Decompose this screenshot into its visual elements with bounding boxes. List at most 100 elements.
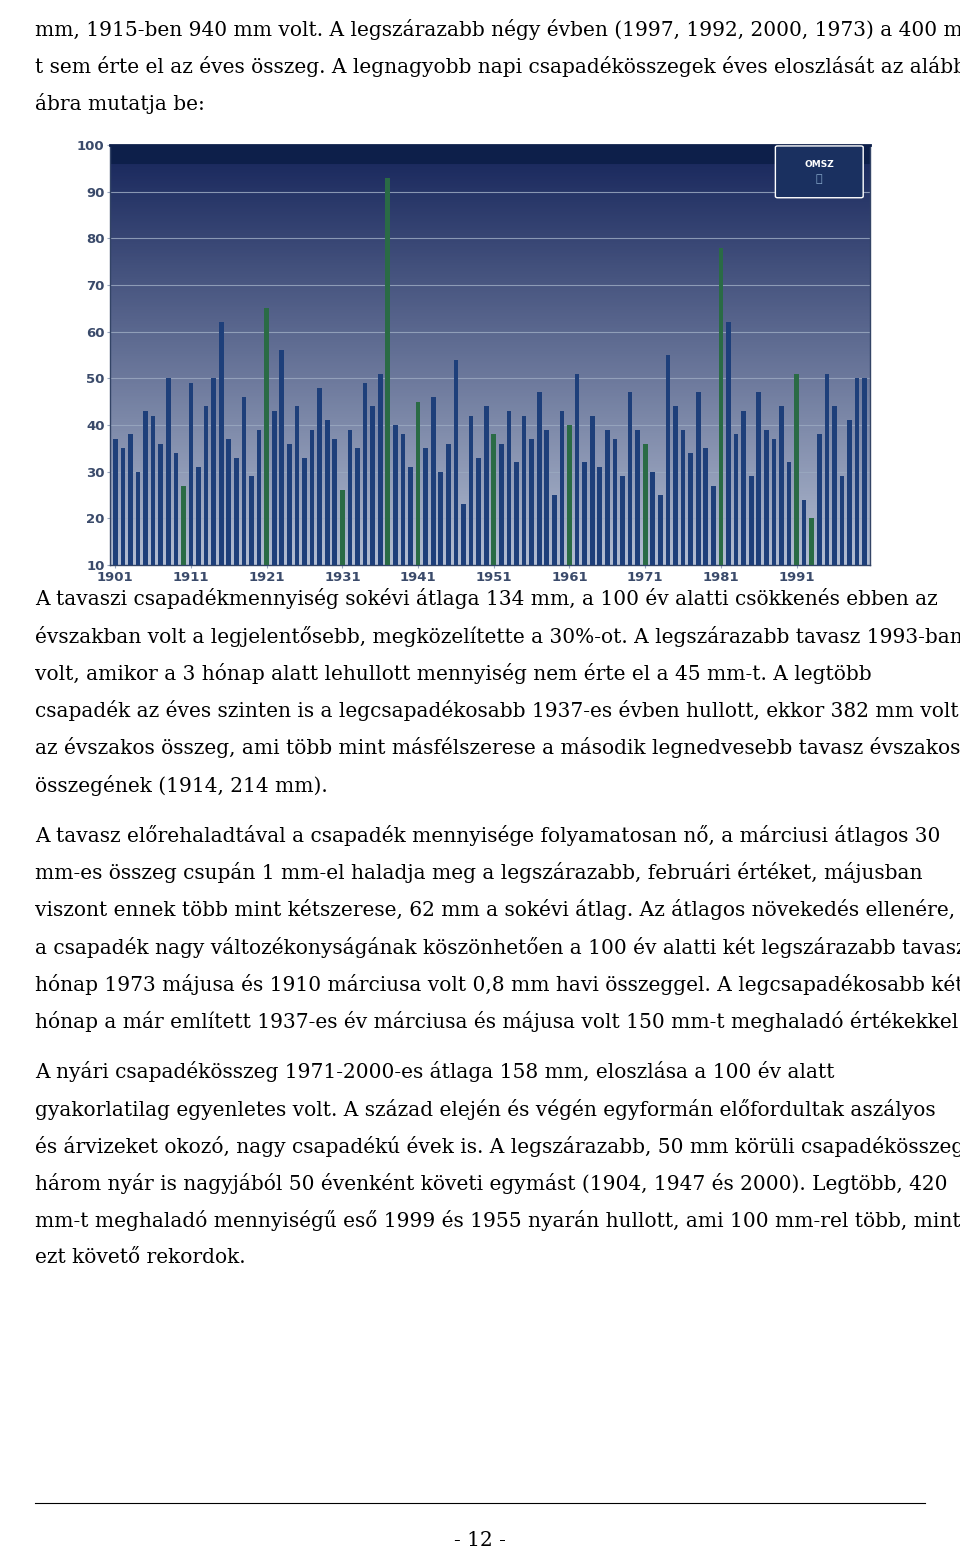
Bar [219, 323, 224, 565]
Text: viszont ennek több mint kétszerese, 62 mm a sokévi átlag. Az átlagos növekedés e: viszont ennek több mint kétszerese, 62 m… [35, 899, 955, 921]
Bar [733, 435, 738, 565]
Text: évszakban volt a legjelentősebb, megközelítette a 30%-ot. A legszárazabb tavasz : évszakban volt a legjelentősebb, megköze… [35, 626, 960, 646]
Bar [840, 477, 845, 565]
Bar [310, 430, 315, 565]
Bar [521, 416, 526, 565]
Bar [189, 384, 193, 565]
Bar [128, 435, 132, 565]
Bar [446, 444, 450, 565]
Bar [825, 374, 829, 565]
Bar [756, 393, 761, 565]
Bar [560, 412, 564, 565]
Text: csapadék az éves szinten is a legcsapadékosabb 1937-es évben hullott, ekkor 382 : csapadék az éves szinten is a legcsapadé… [35, 700, 959, 721]
Bar [453, 360, 458, 565]
Bar [772, 439, 777, 565]
Text: A nyári csapadékösszeg 1971-2000-es átlaga 158 mm, eloszlása a 100 év alatt: A nyári csapadékösszeg 1971-2000-es átla… [35, 1061, 834, 1082]
Text: - 12 -: - 12 - [454, 1531, 506, 1550]
Bar [431, 398, 436, 565]
Bar [242, 398, 247, 565]
Text: ezt követő rekordok.: ezt követő rekordok. [35, 1247, 246, 1267]
Bar [295, 407, 300, 565]
Bar [371, 407, 375, 565]
Bar [234, 458, 239, 565]
Bar [636, 430, 640, 565]
Bar [227, 439, 231, 565]
Bar [151, 416, 156, 565]
Bar [468, 416, 473, 565]
Bar [272, 412, 276, 565]
Bar [658, 495, 662, 565]
Text: a csapadék nagy változékonyságának köszönhetően a 100 év alatti két legszárazabb: a csapadék nagy változékonyságának köszö… [35, 936, 960, 958]
Bar [628, 393, 633, 565]
Bar [287, 444, 292, 565]
Bar [279, 351, 284, 565]
Bar [158, 444, 163, 565]
Bar [583, 463, 587, 565]
Bar [643, 444, 648, 565]
Bar [726, 323, 731, 565]
Bar [854, 379, 859, 565]
Bar [461, 505, 466, 565]
Bar [400, 435, 405, 565]
Bar [711, 486, 715, 565]
Text: OMSZ: OMSZ [804, 160, 834, 169]
Text: t sem érte el az éves összeg. A legnagyobb napi csapadékösszegek éves eloszlását: t sem érte el az éves összeg. A legnagyo… [35, 56, 960, 78]
Text: mm-es összeg csupán 1 mm-el haladja meg a legszárazabb, februári értéket, májusb: mm-es összeg csupán 1 mm-el haladja meg … [35, 862, 923, 884]
Bar [211, 379, 216, 565]
Bar [340, 491, 345, 565]
Bar [348, 430, 352, 565]
Text: hónap a már említett 1937-es év márciusa és májusa volt 150 mm-t meghaladó érték: hónap a már említett 1937-es év márciusa… [35, 1011, 960, 1033]
Bar [324, 421, 329, 565]
Text: három nyár is nagyjából 50 évenként követi egymást (1904, 1947 és 2000). Legtöbb: három nyár is nagyjából 50 évenként köve… [35, 1173, 948, 1194]
Bar [408, 467, 413, 565]
Bar [264, 309, 269, 565]
Bar [749, 477, 754, 565]
Bar [423, 449, 428, 565]
Bar [318, 388, 322, 565]
Bar [393, 426, 397, 565]
Text: A tavasz előrehaladtával a csapadék mennyisége folyamatosan nő, a márciusi átlag: A tavasz előrehaladtával a csapadék menn… [35, 825, 941, 846]
Bar [537, 393, 541, 565]
Text: az évszakos összeg, ami több mint másfélszerese a második legnedvesebb tavasz év: az évszakos összeg, ami több mint másfél… [35, 738, 960, 758]
Bar [256, 430, 261, 565]
Bar [113, 439, 118, 565]
Bar [704, 449, 708, 565]
Bar [802, 500, 806, 565]
Text: és árvizeket okozó, nagy csapadékú évek is. A legszárazabb, 50 mm körüli csapadé: és árvizeket okozó, nagy csapadékú évek … [35, 1135, 960, 1157]
Bar [809, 519, 814, 565]
Bar [250, 477, 253, 565]
Bar [612, 439, 617, 565]
Bar [786, 463, 791, 565]
Bar [439, 472, 444, 565]
Bar [204, 407, 208, 565]
Text: hónap 1973 májusa és 1910 márciusa volt 0,8 mm havi összeggel. A legcsapadékosab: hónap 1973 májusa és 1910 márciusa volt … [35, 974, 960, 995]
Bar [764, 430, 769, 565]
Text: ábra mutatja be:: ábra mutatja be: [35, 93, 204, 115]
Bar [181, 486, 186, 565]
Bar [862, 379, 867, 565]
Bar [110, 144, 870, 163]
Bar [196, 467, 201, 565]
Bar [741, 412, 746, 565]
Bar [552, 495, 557, 565]
Bar [605, 430, 610, 565]
Bar [135, 472, 140, 565]
Text: gyakorlatilag egyenletes volt. A század elején és végén egyformán előfordultak a: gyakorlatilag egyenletes volt. A század … [35, 1098, 936, 1120]
Bar [567, 426, 572, 565]
Bar [121, 449, 125, 565]
Bar [476, 458, 481, 565]
Bar [620, 477, 625, 565]
Bar [484, 407, 489, 565]
Bar [673, 407, 678, 565]
Bar [416, 402, 420, 565]
Bar [166, 379, 171, 565]
Bar [332, 439, 337, 565]
Text: A tavaszi csapadékmennyiség sokévi átlaga 134 mm, a 100 év alatti csökkenés ebbe: A tavaszi csapadékmennyiség sokévi átlag… [35, 589, 938, 609]
Text: összegének (1914, 214 mm).: összegének (1914, 214 mm). [35, 775, 327, 795]
Bar [575, 374, 580, 565]
Text: volt, amikor a 3 hónap alatt lehullott mennyiség nem érte el a 45 mm-t. A legtöb: volt, amikor a 3 hónap alatt lehullott m… [35, 663, 872, 683]
Bar [378, 374, 383, 565]
Bar [848, 421, 852, 565]
Bar [499, 444, 504, 565]
Bar [794, 374, 799, 565]
